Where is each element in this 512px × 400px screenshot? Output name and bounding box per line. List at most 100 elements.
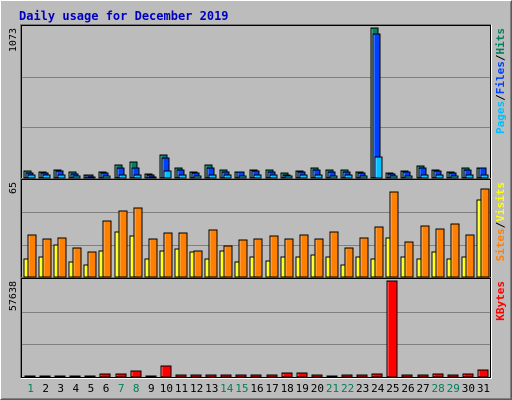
x-tick-label-day-25: 25 xyxy=(386,382,399,395)
legend-item-hits: Hits xyxy=(494,28,507,55)
x-tick-label-day-28: 28 xyxy=(432,382,445,395)
bar-sites-day-16 xyxy=(253,238,263,278)
bar-sites-day-6 xyxy=(102,220,112,278)
bar-sites-day-7 xyxy=(118,210,128,278)
legend-separator: / xyxy=(494,221,507,228)
bar-sites-day-27 xyxy=(420,225,430,278)
x-tick-label-day-23: 23 xyxy=(356,382,369,395)
x-tick-label-day-30: 30 xyxy=(462,382,475,395)
bar-pages-day-18 xyxy=(284,175,293,179)
bar-kbytes-day-19 xyxy=(296,372,308,378)
x-tick-label-day-22: 22 xyxy=(341,382,354,395)
x-tick-label-day-20: 20 xyxy=(311,382,324,395)
bar-kbytes-day-11 xyxy=(175,374,187,378)
x-tick-label-day-1: 1 xyxy=(27,382,34,395)
bar-pages-day-7 xyxy=(118,174,127,179)
bar-pages-day-31 xyxy=(480,174,489,179)
bar-sites-day-12 xyxy=(193,250,203,278)
bar-pages-day-1 xyxy=(27,174,36,179)
bar-sites-day-21 xyxy=(329,231,339,278)
bar-sites-day-29 xyxy=(450,223,460,278)
bar-pages-day-30 xyxy=(465,174,474,179)
bar-pages-day-26 xyxy=(404,175,413,179)
bar-sites-day-22 xyxy=(344,247,354,278)
x-tick-label-day-2: 2 xyxy=(42,382,49,395)
x-tick-label-day-24: 24 xyxy=(371,382,385,395)
bar-kbytes-day-25 xyxy=(386,280,398,378)
x-tick-label-day-9: 9 xyxy=(148,382,155,395)
bar-pages-day-13 xyxy=(208,174,217,179)
bar-sites-day-11 xyxy=(178,232,188,278)
bar-pages-day-15 xyxy=(238,175,247,179)
x-tick-label-day-15: 15 xyxy=(235,382,248,395)
bar-kbytes-day-15 xyxy=(235,374,247,378)
bar-sites-day-5 xyxy=(87,251,97,278)
bar-kbytes-day-14 xyxy=(220,374,232,378)
bar-pages-day-29 xyxy=(450,175,459,179)
bar-kbytes-day-29 xyxy=(447,374,459,378)
panels-layer xyxy=(20,24,492,379)
bar-sites-day-13 xyxy=(208,229,218,278)
x-tick-label-day-11: 11 xyxy=(175,382,188,395)
bar-pages-day-24 xyxy=(374,156,383,179)
bar-pages-day-14 xyxy=(223,174,232,179)
x-tick-label-day-5: 5 xyxy=(88,382,95,395)
x-tick-label-day-21: 21 xyxy=(326,382,339,395)
bar-sites-day-28 xyxy=(435,228,445,278)
bar-sites-day-3 xyxy=(57,237,67,278)
bar-pages-day-5 xyxy=(87,176,96,179)
bar-sites-day-10 xyxy=(163,232,173,278)
bar-sites-day-19 xyxy=(299,234,309,278)
bar-kbytes-day-26 xyxy=(401,374,413,378)
bar-sites-day-24 xyxy=(374,226,384,278)
bar-pages-day-9 xyxy=(148,176,157,179)
legend-middle: Sites/Visits xyxy=(494,182,507,262)
bar-sites-day-25 xyxy=(389,191,399,278)
panel-frame-bottom xyxy=(21,278,491,378)
x-tick-label-day-31: 31 xyxy=(477,382,490,395)
bar-sites-day-30 xyxy=(465,234,475,278)
bar-kbytes-day-31 xyxy=(477,369,489,378)
bar-pages-day-28 xyxy=(435,174,444,179)
bar-pages-day-25 xyxy=(389,175,398,179)
x-tick-label-day-6: 6 xyxy=(103,382,110,395)
bars-layer xyxy=(23,27,490,378)
bar-kbytes-day-12 xyxy=(190,374,202,378)
bar-kbytes-day-1 xyxy=(24,375,36,378)
x-tick-label-day-16: 16 xyxy=(250,382,263,395)
bar-kbytes-day-3 xyxy=(54,375,66,378)
panel-frame-top xyxy=(21,25,491,179)
bar-pages-day-2 xyxy=(42,174,51,179)
bar-pages-day-27 xyxy=(420,174,429,179)
bar-kbytes-day-16 xyxy=(250,374,262,378)
bar-sites-day-9 xyxy=(148,238,158,278)
bar-kbytes-day-22 xyxy=(341,374,353,378)
legend-bottom: KBytes xyxy=(494,281,507,321)
bar-sites-day-18 xyxy=(284,238,294,278)
bar-kbytes-day-6 xyxy=(99,373,111,378)
x-tick-label-day-10: 10 xyxy=(160,382,173,395)
bar-sites-day-1 xyxy=(27,234,37,278)
bar-sites-day-2 xyxy=(42,238,52,278)
x-tick-label-day-14: 14 xyxy=(220,382,234,395)
bar-pages-day-19 xyxy=(299,174,308,179)
bar-sites-day-31 xyxy=(480,188,490,278)
legend-separator: / xyxy=(494,54,507,61)
bar-files-day-24 xyxy=(372,33,381,179)
panel-bevel-top xyxy=(20,24,492,180)
bar-sites-day-23 xyxy=(359,237,369,278)
bar-kbytes-day-28 xyxy=(432,373,444,378)
bar-kbytes-day-7 xyxy=(115,373,127,378)
x-tick-label-day-17: 17 xyxy=(265,382,278,395)
bar-kbytes-day-5 xyxy=(84,375,96,378)
bar-sites-day-4 xyxy=(72,247,82,278)
bar-sites-day-14 xyxy=(223,245,233,278)
x-tick-label-day-18: 18 xyxy=(281,382,294,395)
x-tick-label-day-8: 8 xyxy=(133,382,140,395)
bar-pages-day-20 xyxy=(314,174,323,179)
bar-pages-day-8 xyxy=(133,174,142,179)
